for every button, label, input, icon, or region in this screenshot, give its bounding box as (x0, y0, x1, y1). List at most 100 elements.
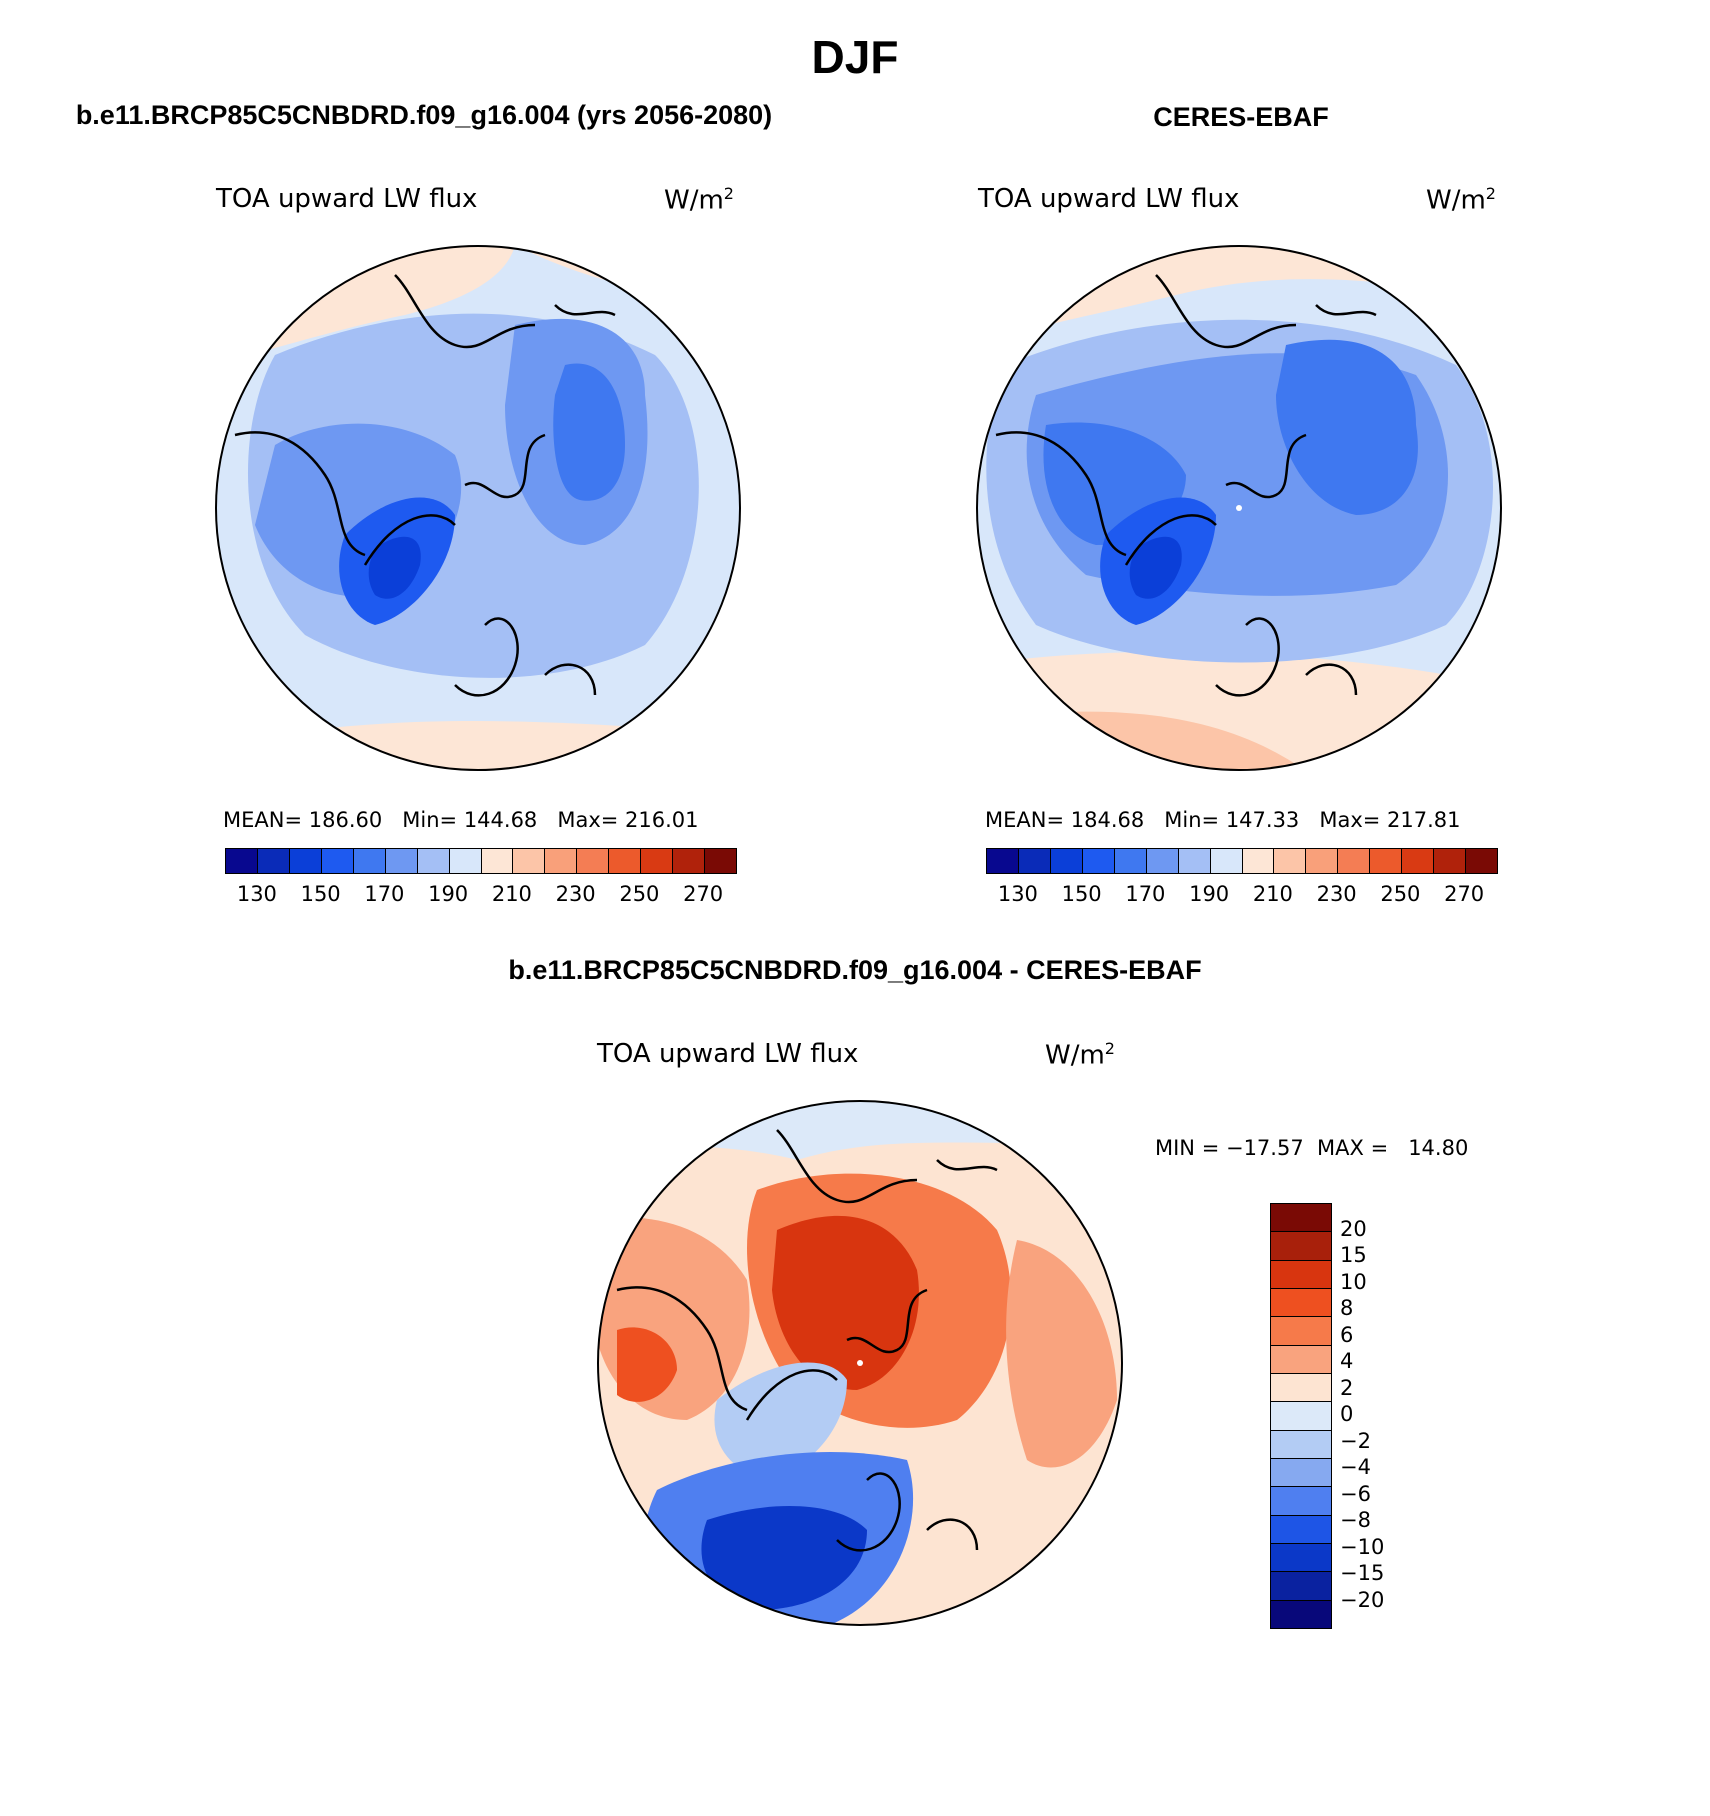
panel3-colorbar-swatch-12 (1271, 1543, 1331, 1573)
panel1-colorbar-swatch-0 (226, 849, 258, 873)
panel3-colorbar-swatch-1 (1271, 1232, 1331, 1261)
panel3-colorbar-tick-14: −20 (1340, 1587, 1385, 1612)
panel1-colorbar-tick-150: 150 (300, 882, 341, 906)
panel2-colorbar-tick-210: 210 (1252, 882, 1293, 906)
panel3-colorbar-swatch-0 (1271, 1204, 1331, 1233)
panel2-colorbar-swatch-13 (1402, 849, 1435, 873)
panel1-colorbar-swatch-13 (641, 849, 674, 873)
panel1-polar-map (215, 245, 741, 771)
panel3-colorbar-tick-11: −8 (1340, 1508, 1371, 1532)
panel1-units-label: W/m2 (664, 184, 734, 216)
panel2-units-label: W/m2 (1426, 184, 1496, 216)
panel1-colorbar-swatch-11 (577, 849, 610, 873)
panel2-colorbar (986, 848, 1498, 874)
panel3-colorbar-tick-8: −2 (1340, 1428, 1371, 1453)
panel3-colorbar-tick-4: 6 (1340, 1322, 1354, 1347)
panel3-colorbar-swatch-11 (1271, 1515, 1331, 1544)
panel2-colorbar-tick-150: 150 (1061, 882, 1102, 906)
panel3-colorbar-swatch-2 (1271, 1260, 1331, 1289)
panel1-colorbar-tick-250: 250 (619, 882, 660, 906)
panel2-colorbar-swatch-4 (1114, 849, 1147, 873)
panel3-variable-label: TOA upward LW flux (597, 1039, 859, 1069)
panel2-colorbar-swatch-11 (1338, 849, 1371, 873)
panel2-max-label: Max= (1319, 808, 1381, 832)
panel3-pole-marker (857, 1360, 863, 1366)
panel3-colorbar-tick-6: 2 (1340, 1375, 1354, 1400)
panel1-colorbar (225, 848, 737, 874)
panel3-contour-atlantic-core (701, 1506, 867, 1610)
panel1-colorbar-tick-210: 210 (491, 882, 532, 906)
panel1-variable-label: TOA upward LW flux (216, 184, 478, 214)
panel3-colorbar-swatch-5 (1271, 1345, 1331, 1374)
panel3-colorbar-swatch-7 (1271, 1402, 1331, 1431)
panel2-colorbar-swatch-9 (1274, 849, 1307, 873)
panel1-colorbar-tick-270: 270 (683, 882, 724, 906)
panel2-colorbar-swatch-3 (1082, 849, 1115, 873)
panel3-colorbar (1270, 1203, 1332, 1629)
panel2-colorbar-swatch-8 (1242, 849, 1275, 873)
panel2-mean-value: 184.68 (1070, 808, 1145, 832)
panel3-contour-east (1006, 1240, 1117, 1468)
panel2-map-border (976, 245, 1502, 771)
panel1-units-exp: 2 (723, 184, 734, 203)
panel3-colorbar-swatch-8 (1271, 1430, 1331, 1459)
panel1-map-border (215, 245, 741, 771)
panel3-stats: MIN = −17.57 MAX = 14.80 (1155, 1136, 1469, 1160)
panel1-colorbar-swatch-4 (353, 849, 386, 873)
panel3-colorbar-tick-13: −15 (1340, 1561, 1385, 1585)
panel2-colorbar-swatch-2 (1050, 849, 1083, 873)
panel1-colorbar-swatch-7 (449, 849, 482, 873)
panel2-colorbar-swatch-14 (1434, 849, 1467, 873)
panel1-min-label: Min= (402, 808, 458, 832)
panel3-contour-greenland (714, 1362, 847, 1480)
panel1-colorbar-tick-230: 230 (555, 882, 596, 906)
panel3-units-exp: 2 (1104, 1039, 1115, 1058)
panel1-contour-siberia-core (553, 363, 625, 501)
panel2-colorbar-tick-250: 250 (1380, 882, 1421, 906)
panel1-colorbar-swatch-12 (609, 849, 642, 873)
panel1-colorbar-swatch-9 (513, 849, 546, 873)
panel2-colorbar-swatch-0 (987, 849, 1019, 873)
panel2-stats: MEAN= 184.68 Min= 147.33 Max= 217.81 (985, 808, 1461, 832)
panel2-colorbar-swatch-10 (1306, 849, 1339, 873)
panel2-colorbar-tick-130: 130 (997, 882, 1038, 906)
panel1-colorbar-swatch-14 (673, 849, 706, 873)
panel3-contour-west-core (617, 1327, 677, 1402)
panel1-colorbar-swatch-6 (417, 849, 450, 873)
panel2-min-value: 147.33 (1225, 808, 1300, 832)
panel1-colorbar-swatch-3 (321, 849, 354, 873)
panel2-colorbar-swatch-15 (1466, 849, 1497, 873)
panel1-colorbar-tick-190: 190 (428, 882, 469, 906)
panel3-colorbar-tick-7: 0 (1340, 1402, 1354, 1426)
panel3-units-label: W/m2 (1045, 1039, 1115, 1071)
panel3-map-border (597, 1100, 1123, 1626)
panel2-colorbar-swatch-6 (1178, 849, 1211, 873)
panel2-units-base: W/m (1426, 185, 1486, 216)
panel2-colorbar-tick-230: 230 (1316, 882, 1357, 906)
panel3-colorbar-tick-5: 4 (1340, 1349, 1354, 1373)
panel3-colorbar-swatch-4 (1271, 1317, 1331, 1346)
panel1-max-label: Max= (557, 808, 619, 832)
panel3-colorbar-tick-9: −4 (1340, 1455, 1371, 1479)
panel1-colorbar-swatch-2 (289, 849, 322, 873)
panel1-colorbar-swatch-5 (385, 849, 418, 873)
panel2-min-label: Min= (1164, 808, 1220, 832)
panel3-contour-central (772, 1215, 919, 1390)
panel3-colorbar-tick-10: −6 (1340, 1481, 1371, 1506)
panel1-min-value: 144.68 (463, 808, 538, 832)
panel2-contour-siberia-core (1276, 339, 1418, 515)
panel1-mean-value: 186.60 (308, 808, 383, 832)
panel1-units-base: W/m (664, 185, 724, 216)
panel3-colorbar-swatch-9 (1271, 1458, 1331, 1488)
panel2-colorbar-swatch-7 (1210, 849, 1243, 873)
panel3-colorbar-tick-1: 15 (1340, 1243, 1367, 1267)
panel1-colorbar-tick-170: 170 (364, 882, 405, 906)
panel2-polar-map (976, 245, 1502, 771)
panel2-colorbar-swatch-1 (1018, 849, 1051, 873)
panel1-colorbar-swatch-8 (481, 849, 514, 873)
panel3-colorbar-tick-0: 20 (1340, 1216, 1367, 1241)
panel1-contour-greenland-core (368, 536, 421, 599)
panel1-case-title: b.e11.BRCP85C5CNBDRD.f09_g16.004 (yrs 20… (75, 100, 773, 130)
panel2-case-title: CERES-EBAF (1153, 102, 1329, 132)
panel3-colorbar-swatch-10 (1271, 1487, 1331, 1516)
